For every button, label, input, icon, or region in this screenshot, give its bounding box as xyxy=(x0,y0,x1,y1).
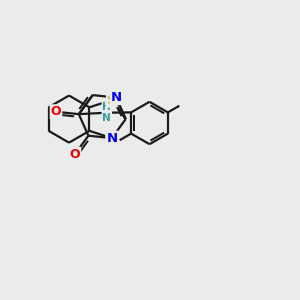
Text: H
N: H N xyxy=(102,102,111,124)
Text: N: N xyxy=(110,91,122,104)
Text: O: O xyxy=(51,105,61,118)
Text: O: O xyxy=(70,148,80,161)
Text: S: S xyxy=(107,94,117,106)
Text: N: N xyxy=(106,132,117,145)
